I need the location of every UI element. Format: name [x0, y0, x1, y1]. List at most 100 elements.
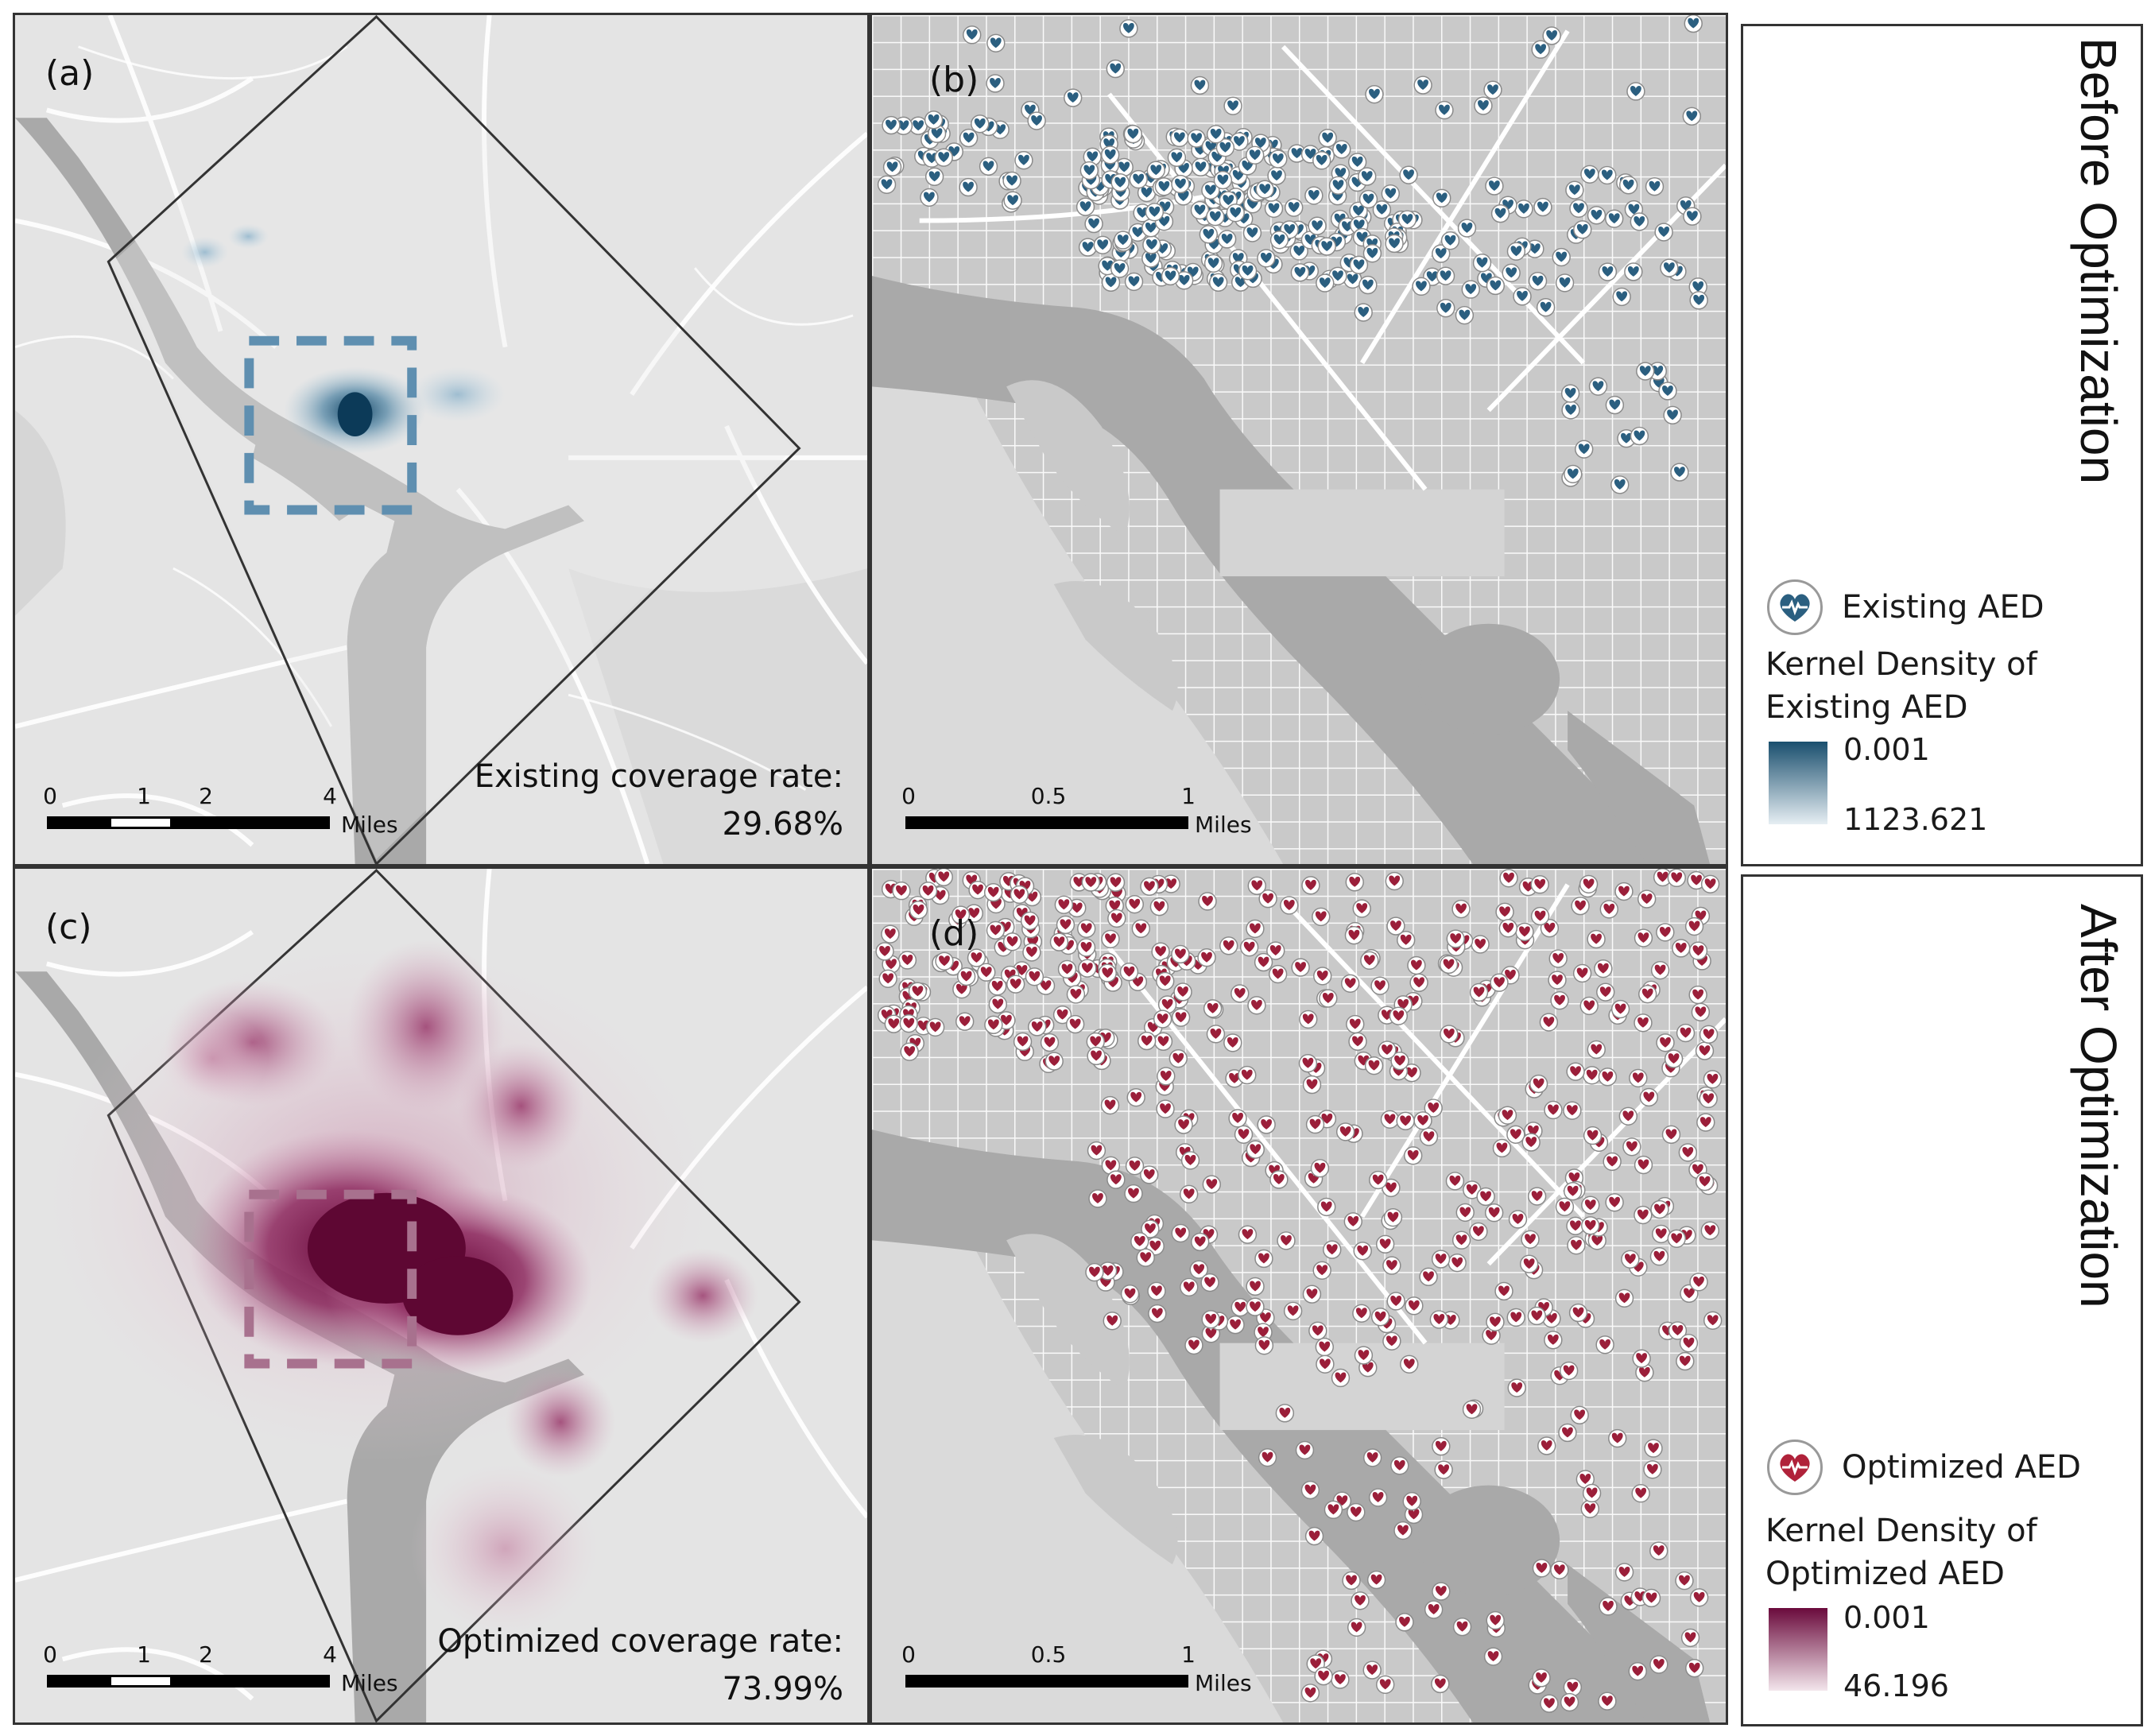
aed-heart [1660, 1037, 1671, 1048]
aed-heart [1552, 953, 1564, 963]
scale-segment [171, 1675, 330, 1688]
aed-heart [1455, 1234, 1467, 1246]
aed-heart [1583, 169, 1595, 180]
aed-heart [1602, 1071, 1614, 1082]
scale-tick: 4 [323, 783, 337, 809]
aed-heart [1351, 156, 1363, 167]
legend-after: After Optimization Optimized AED Kernel … [1741, 874, 2143, 1726]
aed-heart [1611, 1432, 1623, 1443]
aed-heart [1591, 933, 1602, 944]
aed-heart [1212, 277, 1224, 288]
ramp-low-label: 46.196 [1843, 1668, 1949, 1703]
aed-heart [1699, 1117, 1711, 1127]
aed-heart [1145, 222, 1157, 233]
aed-heart [1648, 1443, 1659, 1454]
aed-heart [1031, 115, 1043, 126]
aed-heart [1246, 227, 1258, 238]
aed-heart [1304, 149, 1316, 159]
aed-heart [1356, 903, 1368, 913]
aed-heart [1473, 986, 1485, 998]
aed-heart [1556, 251, 1568, 262]
aed-heart [1006, 175, 1017, 186]
aed-heart [1547, 1334, 1559, 1345]
aed-heart [1592, 381, 1604, 392]
aed-heart [1494, 207, 1506, 219]
aed-heart [1353, 205, 1364, 216]
aed-heart [1183, 1281, 1195, 1292]
aed-heart [1621, 432, 1632, 444]
aed-heart [966, 29, 978, 40]
aed-heart [1407, 1149, 1419, 1161]
aed-heart [1339, 1126, 1351, 1137]
aed-heart [1322, 132, 1334, 143]
aed-heart [1070, 989, 1082, 999]
aed-heart [1320, 1201, 1332, 1212]
aed-heart [1251, 999, 1262, 1010]
aed-heart [1293, 246, 1305, 256]
aed-heart [1110, 877, 1122, 888]
aed-heart [1262, 1451, 1273, 1463]
aed-heart [886, 161, 898, 172]
aed-heart [1603, 903, 1615, 914]
aed-heart [1428, 1604, 1440, 1614]
aed-heart [1194, 79, 1206, 91]
aed-heart [1459, 1207, 1471, 1218]
aed-heart [1667, 409, 1678, 420]
aed-heart [1299, 1444, 1311, 1455]
aed-heart [1207, 1002, 1219, 1013]
aed-heart [1703, 1029, 1715, 1040]
aed-heart [1641, 988, 1653, 999]
aed-heart [1658, 227, 1670, 237]
aed-heart [1503, 872, 1514, 883]
aed-heart [1305, 879, 1316, 890]
aed-heart [1006, 936, 1018, 947]
aed-heart [1634, 430, 1645, 441]
aed-heart [1261, 1118, 1273, 1130]
aed-heart [1546, 29, 1558, 41]
aed-heart [1232, 1112, 1243, 1123]
aed-heart [1408, 1509, 1420, 1520]
aed-heart [1335, 168, 1347, 179]
aed-heart [1060, 919, 1072, 930]
aed-heart [881, 179, 893, 190]
aed-heart [1502, 922, 1514, 933]
aed-heart [955, 909, 967, 920]
aed-heart [896, 885, 907, 896]
scale-tick: 1 [137, 783, 151, 809]
aed-heart [1435, 1254, 1447, 1265]
aed-heart [1543, 1017, 1555, 1028]
aed-heart [1691, 874, 1702, 885]
aed-heart [1659, 926, 1671, 937]
aed-heart [1230, 207, 1242, 218]
aed-heart [1389, 875, 1401, 886]
aed-heart [1385, 188, 1397, 199]
aed-heart [1013, 889, 1025, 900]
aed-heart [1571, 1239, 1582, 1250]
aed-heart [1269, 945, 1281, 955]
aed-heart [1657, 871, 1668, 882]
aed-heart [1643, 1091, 1655, 1102]
aed-heart [1602, 1695, 1613, 1707]
aed-heart [1671, 1233, 1683, 1244]
aed-heart [1281, 1234, 1292, 1246]
aed-heart [1653, 1250, 1665, 1261]
aed-heart [1155, 946, 1166, 957]
aed-heart [1597, 963, 1609, 974]
aed-heart [1258, 1253, 1269, 1264]
aed-heart [1541, 1440, 1552, 1451]
aed-heart [1665, 1129, 1677, 1140]
aed-heart [1316, 1265, 1328, 1276]
aed-heart [938, 871, 950, 882]
aed-heart [924, 192, 935, 203]
aed-heart [1204, 1277, 1215, 1288]
aed-heart [1191, 133, 1203, 144]
aed-heart [1123, 966, 1135, 977]
aed-heart [1652, 365, 1664, 376]
aed-heart [1362, 279, 1374, 290]
aed-heart [1357, 1245, 1369, 1256]
aed-heart [1001, 1014, 1012, 1025]
aed-heart [1312, 220, 1323, 231]
aed-heart [1459, 309, 1471, 320]
aed-heart [1320, 1358, 1331, 1370]
coverage-rate-existing: Existing coverage rate: 29.68% [475, 753, 843, 848]
